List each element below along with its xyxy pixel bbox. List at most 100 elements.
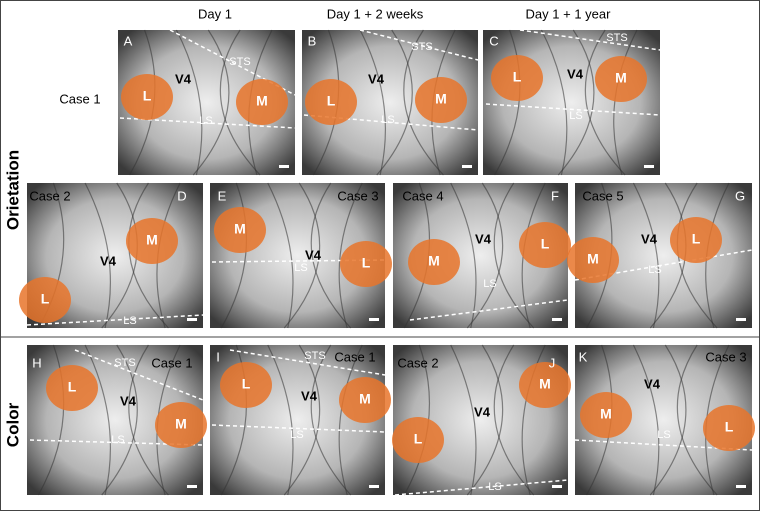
area-label: V4 (567, 66, 584, 81)
case-label: Case 3 (337, 188, 378, 203)
panel-image (483, 30, 660, 175)
panel-letter: B (308, 33, 317, 48)
area-label: LS (290, 429, 303, 441)
vessel (267, 182, 294, 329)
panel-letter: J (549, 355, 556, 370)
area-label: V4 (641, 231, 658, 246)
area-label: V4 (175, 71, 192, 86)
area-label: STS (606, 32, 627, 44)
vessel (220, 182, 248, 329)
scale-bar (369, 485, 379, 488)
area-label: V4 (368, 71, 385, 86)
sulcus-line (409, 299, 569, 321)
case-label: Case 3 (705, 349, 746, 364)
sulcus-line (29, 439, 204, 446)
patch (392, 417, 444, 463)
area-label: L (327, 93, 336, 109)
patch (703, 405, 755, 451)
area-label: V4 (100, 253, 117, 268)
area-label: LS (569, 110, 582, 122)
sulcus-line (169, 29, 296, 96)
sulcus-line (211, 424, 386, 433)
vessel (557, 29, 595, 176)
case-label: Case 2 (397, 355, 438, 370)
vessel (175, 29, 203, 176)
area-label: M (234, 221, 246, 237)
scale-bar (187, 318, 197, 321)
area-label: LS (111, 434, 124, 446)
area-label: M (256, 93, 268, 109)
vessel (128, 344, 169, 496)
patch (236, 79, 288, 125)
vessel (540, 29, 568, 176)
sulcus-line (359, 29, 479, 61)
area-label: M (587, 251, 599, 267)
patch (339, 377, 391, 423)
panels: Day 1 Day 1 + 2 weeks Day 1 + 1 year Case 1… (3, 6, 755, 496)
area-label: M (539, 376, 551, 392)
column-header: Day 1 (198, 6, 232, 21)
area-label: M (615, 70, 627, 86)
area-label: V4 (475, 231, 492, 246)
area-label: L (513, 69, 522, 85)
patch (567, 237, 619, 283)
panel-letter: E (218, 188, 227, 203)
patch (491, 55, 543, 101)
area-label: LS (294, 262, 307, 274)
area-label: L (242, 376, 251, 392)
patch (408, 239, 460, 285)
section-label: Orietation (3, 150, 22, 230)
vessel (338, 182, 363, 329)
area-label: L (362, 255, 371, 271)
panel: STS V4 LS L M B (302, 29, 479, 176)
area-label: L (692, 231, 701, 247)
area-label: L (414, 431, 423, 447)
vessel (84, 344, 112, 496)
row-label: Case 1 (59, 91, 100, 106)
scale-bar (462, 165, 472, 168)
area-label: L (41, 291, 50, 307)
panel-letter: I (216, 349, 220, 364)
panel-letter: C (489, 33, 498, 48)
area-label: LS (199, 115, 212, 127)
sulcus-line (485, 103, 661, 116)
vessel (37, 344, 65, 496)
patch (580, 392, 632, 438)
case-label: Case 2 (29, 188, 70, 203)
area-label: L (725, 419, 734, 435)
case-label: Case 1 (151, 355, 192, 370)
area-label: L (541, 236, 550, 252)
vessel (632, 344, 660, 496)
vessel (310, 344, 352, 496)
area-label: L (143, 88, 152, 104)
patch (670, 217, 722, 263)
patch (595, 56, 647, 102)
section-label: Color (3, 402, 22, 447)
vessel (310, 182, 352, 329)
area-label: M (175, 416, 187, 432)
vessel (584, 29, 626, 176)
patch (121, 74, 173, 120)
sulcus-line (394, 479, 569, 496)
panel: V4 LS L M D Case 2 (19, 182, 204, 329)
panel: V4 LS M L G Case 5 (567, 182, 753, 329)
vessel (632, 182, 660, 329)
area-label: LS (123, 315, 136, 327)
panel: STS V4 LS L M H Case 1 (27, 344, 207, 496)
area-label: V4 (474, 404, 491, 419)
area-label: L (68, 379, 77, 395)
panel: STS V4 LS L M A (118, 29, 296, 176)
vessel (267, 344, 294, 496)
area-label: LS (483, 278, 496, 290)
sulcus-line (519, 29, 661, 51)
panel-letter: K (579, 349, 588, 364)
patch (519, 362, 571, 408)
area-label: M (428, 253, 440, 269)
scale-bar (369, 318, 379, 321)
vessel (101, 344, 138, 496)
scale-bar (736, 485, 746, 488)
panel: STS V4 LS L M C (483, 29, 661, 176)
area-label: LS (381, 114, 394, 126)
